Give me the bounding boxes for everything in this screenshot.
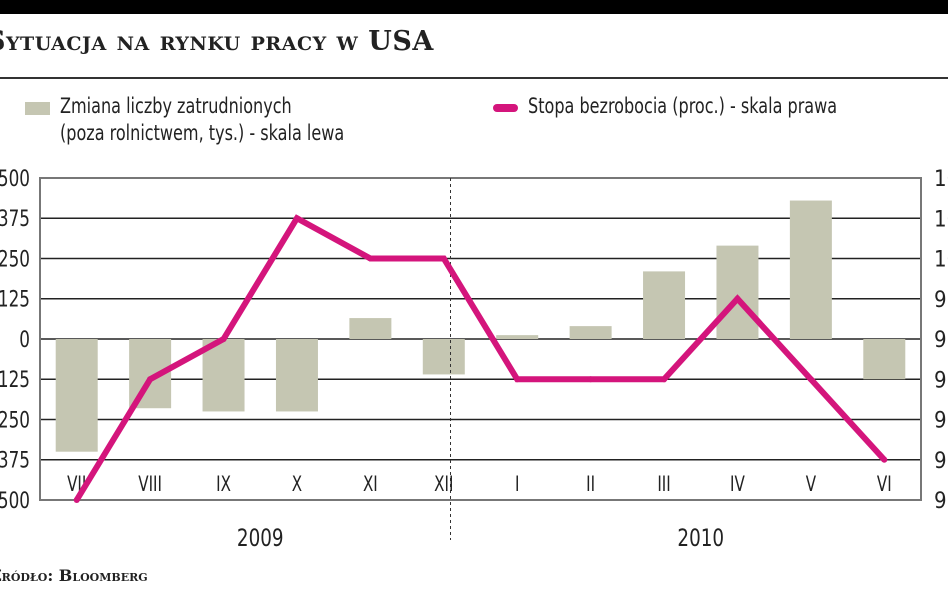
bar-IV xyxy=(716,245,759,339)
line-point-III xyxy=(661,376,668,383)
bar-IX xyxy=(202,339,245,412)
line-point-II xyxy=(587,376,594,383)
category-label: VIII xyxy=(138,472,162,496)
legend-line-label: Stopa bezrobocia (proc.) - skala prawa xyxy=(528,94,838,118)
line-point-IX xyxy=(220,336,227,342)
line-point-VI xyxy=(881,456,888,463)
right-tick-label: 9,5 xyxy=(934,449,948,474)
left-tick-label: -500 xyxy=(0,488,30,514)
left-tick-label: 125 xyxy=(0,286,30,312)
unemployment-line xyxy=(74,214,887,502)
left-tick-label: -250 xyxy=(0,407,30,433)
title-divider xyxy=(0,77,948,79)
bar-V xyxy=(789,200,832,339)
line-point-VII xyxy=(73,497,80,503)
category-label: III xyxy=(657,472,670,496)
left-tick-label: -500 xyxy=(0,166,30,192)
category-label: II xyxy=(586,472,595,496)
bar-II xyxy=(569,326,612,339)
right-tick-label: 10,1 xyxy=(934,207,948,232)
category-label: VI xyxy=(877,472,892,496)
legend-line-swatch xyxy=(493,104,518,112)
right-tick-label: 9,9 xyxy=(934,288,948,313)
line-point-VIII xyxy=(147,376,154,383)
left-tick-label: -375 xyxy=(0,447,30,473)
line-point-IV xyxy=(734,295,741,302)
chart-title: Sytuacja na rynku pracy w USA xyxy=(0,26,434,57)
year-label: 2009 xyxy=(237,524,284,552)
legend-bar-label-line2: (poza rolnictwem, tys.) - skala lewa xyxy=(60,121,345,145)
bar-I xyxy=(496,335,539,339)
legend-bar-label: Zmiana liczby zatrudnionych (poza rolnic… xyxy=(60,93,344,147)
category-label: IV xyxy=(730,472,745,496)
category-label: XI xyxy=(363,472,378,496)
category-label: V xyxy=(806,472,817,496)
right-tick-label: 10,0 xyxy=(934,248,948,273)
line-point-XII xyxy=(440,255,447,262)
right-tick-label: 9,8 xyxy=(934,328,948,353)
top-bar xyxy=(0,0,948,14)
bar-VII xyxy=(55,339,98,452)
year-label: 2010 xyxy=(677,524,724,552)
right-tick-label: 9,7 xyxy=(934,368,948,393)
category-label: IX xyxy=(216,472,231,496)
left-tick-label: 375 xyxy=(0,206,30,232)
left-tick-label: 250 xyxy=(0,246,30,272)
left-tick-label: 0 xyxy=(19,327,30,353)
left-tick-label: -125 xyxy=(0,367,30,393)
line-point-XI xyxy=(367,255,374,262)
legend-bar-swatch xyxy=(25,102,50,115)
right-tick-label: 9,6 xyxy=(934,409,948,434)
bar-VI xyxy=(863,339,906,380)
category-label: X xyxy=(292,472,303,496)
category-label: XII xyxy=(434,472,453,496)
bar-III xyxy=(643,271,686,339)
line-point-X xyxy=(293,215,300,222)
source-note: Źródło: Bloomberg xyxy=(0,566,148,585)
plot-frame xyxy=(39,177,922,501)
bar-XI xyxy=(349,318,392,339)
right-tick-label: 10,2 xyxy=(934,167,948,192)
bar-X xyxy=(275,339,318,412)
category-label: I xyxy=(515,472,519,496)
right-tick-label: 9,4 xyxy=(934,489,948,514)
line-point-V xyxy=(807,376,814,383)
bar-XII xyxy=(422,339,465,375)
line-point-I xyxy=(514,376,521,383)
legend-bar-label-line1: Zmiana liczby zatrudnionych xyxy=(60,94,292,118)
